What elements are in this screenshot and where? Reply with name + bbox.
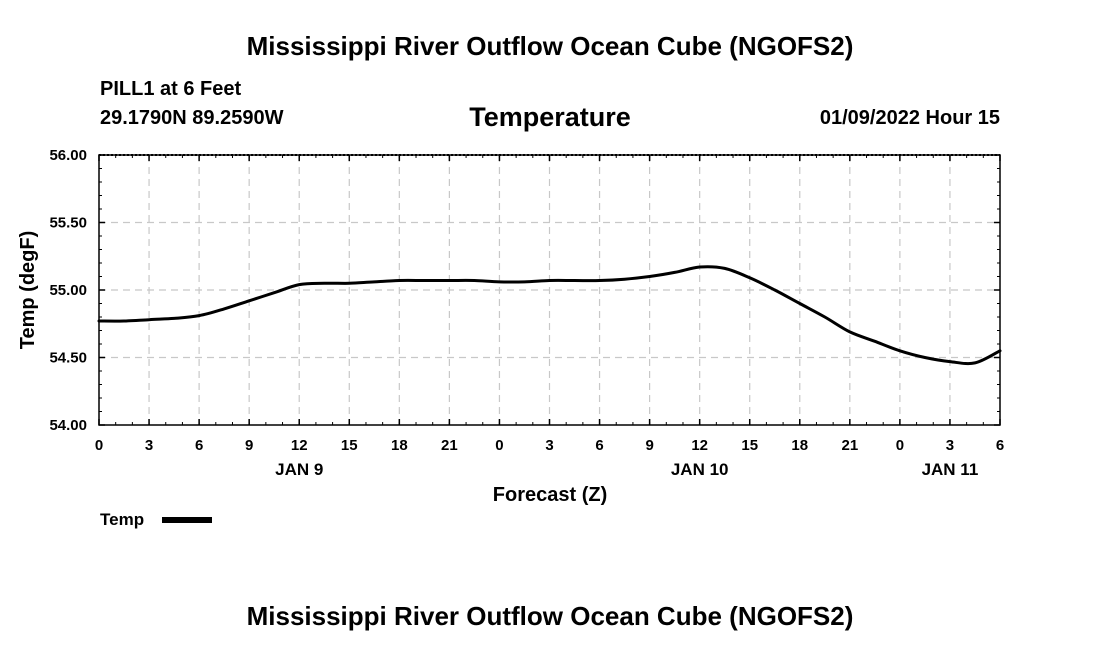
x-tick-label: 18: [391, 437, 408, 454]
day-label: JAN 9: [275, 460, 323, 479]
x-tick-label: 3: [545, 437, 553, 454]
x-tick-label: 3: [946, 437, 954, 454]
grid: [99, 155, 1000, 425]
legend-label: Temp: [100, 510, 144, 529]
y-tick-label: 55.50: [49, 215, 87, 232]
x-tick-label: 0: [95, 437, 103, 454]
x-tick-label: 12: [691, 437, 708, 454]
day-labels: JAN 9 JAN 10 JAN 11: [275, 460, 978, 479]
datetime-label: 01/09/2022 Hour 15: [820, 107, 1000, 129]
day-label: JAN 10: [671, 460, 729, 479]
y-tick-label: 55.00: [49, 282, 87, 299]
axis-ticks: [98, 154, 1001, 426]
parameter-title: Temperature: [469, 102, 631, 132]
y-tick-label: 54.50: [49, 350, 87, 367]
temp-series-line: [97, 265, 1002, 366]
location-label: 29.1790N 89.2590W: [100, 107, 284, 129]
x-axis-label: Forecast (Z): [493, 484, 607, 506]
x-tick-label: 9: [645, 437, 653, 454]
y-tick-label: 56.00: [49, 147, 87, 164]
x-tick-label: 18: [791, 437, 808, 454]
y-tick-label: 54.00: [49, 417, 87, 434]
x-tick-label: 3: [145, 437, 153, 454]
x-tick-label: 21: [441, 437, 458, 454]
x-tick-label: 6: [595, 437, 603, 454]
x-tick-label: 21: [841, 437, 858, 454]
footer-title: Mississippi River Outflow Ocean Cube (NG…: [247, 601, 854, 631]
x-tick-labels: 0 3 6 9 12 15 18 21 0 3 6 9 12 15 18 21 0 3 6: [95, 437, 1004, 454]
y-axis-label: Temp (degF): [17, 231, 39, 350]
x-tick-label: 0: [896, 437, 904, 454]
chart-title: Mississippi River Outflow Ocean Cube (NG…: [247, 31, 854, 61]
x-tick-label: 6: [996, 437, 1004, 454]
legend: Temp: [100, 510, 212, 529]
x-tick-label: 9: [245, 437, 253, 454]
y-tick-labels: 54.00 54.50 55.00 55.50 56.00: [49, 147, 87, 434]
x-tick-label: 12: [291, 437, 308, 454]
station-label: PILL1 at 6 Feet: [100, 78, 241, 100]
day-label: JAN 11: [922, 460, 979, 479]
x-tick-label: 15: [741, 437, 758, 454]
x-tick-label: 0: [495, 437, 503, 454]
x-tick-label: 6: [195, 437, 203, 454]
x-tick-label: 15: [341, 437, 358, 454]
